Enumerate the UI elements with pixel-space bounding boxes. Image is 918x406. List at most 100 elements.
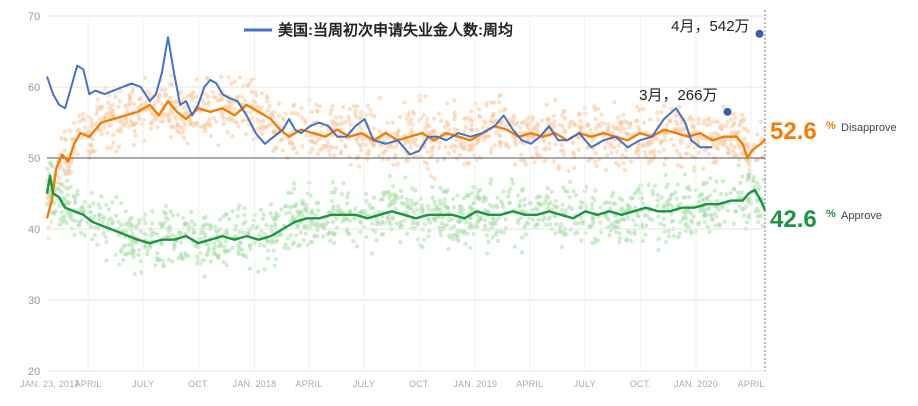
poll-dot (183, 231, 189, 236)
poll-dot (578, 199, 584, 205)
poll-dot (183, 253, 188, 258)
poll-dot (471, 201, 476, 206)
poll-dot (675, 121, 680, 127)
poll-dot (673, 113, 679, 119)
poll-dot (618, 128, 623, 134)
poll-dot (659, 195, 664, 200)
poll-dot (259, 91, 265, 96)
x-tick-label: APRIL (516, 379, 543, 389)
poll-dot (210, 90, 215, 95)
poll-dot (95, 108, 100, 113)
poll-dot (561, 108, 566, 114)
poll-dot (203, 91, 208, 97)
poll-dot (376, 209, 382, 215)
poll-dot (640, 238, 646, 244)
poll-dot (149, 121, 154, 126)
poll-dot (663, 239, 669, 245)
poll-dot (642, 150, 648, 155)
poll-dot (329, 145, 334, 150)
poll-dot (296, 213, 301, 218)
poll-dot (330, 121, 335, 126)
poll-dot (82, 200, 88, 205)
poll-dot (610, 130, 615, 136)
poll-dot (519, 152, 524, 157)
poll-dot (160, 258, 165, 263)
poll-dot (102, 125, 107, 130)
poll-dot (731, 111, 736, 117)
poll-dot (102, 85, 108, 91)
poll-dot (438, 229, 443, 234)
poll-dot (583, 231, 588, 236)
poll-dot (552, 203, 557, 208)
poll-dot (447, 128, 452, 133)
poll-dot (546, 205, 551, 211)
poll-dot (98, 104, 103, 110)
poll-dot (495, 238, 501, 244)
poll-dot (549, 189, 554, 195)
poll-dot (513, 122, 519, 127)
poll-dot (426, 217, 431, 222)
poll-dot (338, 149, 344, 154)
poll-dot (467, 143, 472, 149)
poll-dot (746, 197, 752, 203)
poll-dot (598, 220, 603, 225)
poll-dot (708, 193, 713, 198)
poll-dot (155, 251, 160, 256)
poll-dot (65, 192, 71, 198)
poll-dot (712, 130, 718, 136)
poll-dot (71, 120, 77, 126)
poll-dot (557, 122, 563, 127)
poll-dot (80, 112, 86, 117)
poll-dot (304, 205, 309, 211)
poll-dot (712, 188, 717, 193)
poll-dot (348, 162, 353, 167)
poll-dot (72, 201, 78, 206)
poll-dot (624, 120, 630, 126)
poll-dot (747, 168, 752, 173)
poll-dot (302, 224, 307, 229)
poll-dot (589, 202, 595, 207)
poll-dot (585, 121, 591, 127)
poll-dot (696, 199, 701, 205)
poll-dot (418, 196, 423, 201)
poll-dot (616, 220, 622, 225)
poll-dot (498, 92, 503, 98)
poll-dot (65, 164, 71, 169)
poll-dot (576, 147, 581, 152)
poll-dot (247, 243, 253, 248)
poll-dot (65, 178, 70, 183)
poll-dot (490, 226, 495, 231)
poll-dot (367, 202, 372, 207)
poll-dot (388, 222, 393, 227)
poll-dot (118, 129, 124, 135)
poll-dot (607, 200, 612, 205)
poll-dot (508, 186, 513, 191)
poll-dot (325, 220, 330, 225)
poll-dot (606, 217, 611, 222)
poll-dot (675, 203, 681, 208)
poll-dot (669, 219, 674, 224)
poll-dot (628, 230, 633, 236)
poll-dot (168, 108, 173, 113)
poll-dot (303, 231, 308, 237)
poll-dot (451, 98, 457, 103)
poll-dot (380, 156, 386, 162)
poll-dot (408, 145, 413, 150)
poll-dot (167, 118, 172, 123)
poll-dot (430, 184, 435, 190)
poll-dot (228, 116, 234, 121)
poll-dot (655, 203, 660, 208)
poll-dot (598, 205, 603, 210)
poll-dot (137, 247, 142, 253)
poll-dot (237, 203, 242, 208)
poll-dot (657, 150, 662, 155)
poll-dot (728, 138, 733, 143)
poll-dot (73, 218, 79, 224)
poll-dot (214, 228, 219, 234)
poll-dot (341, 180, 346, 186)
poll-dot (665, 182, 670, 187)
poll-dot (461, 195, 467, 201)
poll-dot (441, 189, 446, 194)
poll-dot (442, 197, 447, 202)
poll-dot (425, 166, 430, 171)
